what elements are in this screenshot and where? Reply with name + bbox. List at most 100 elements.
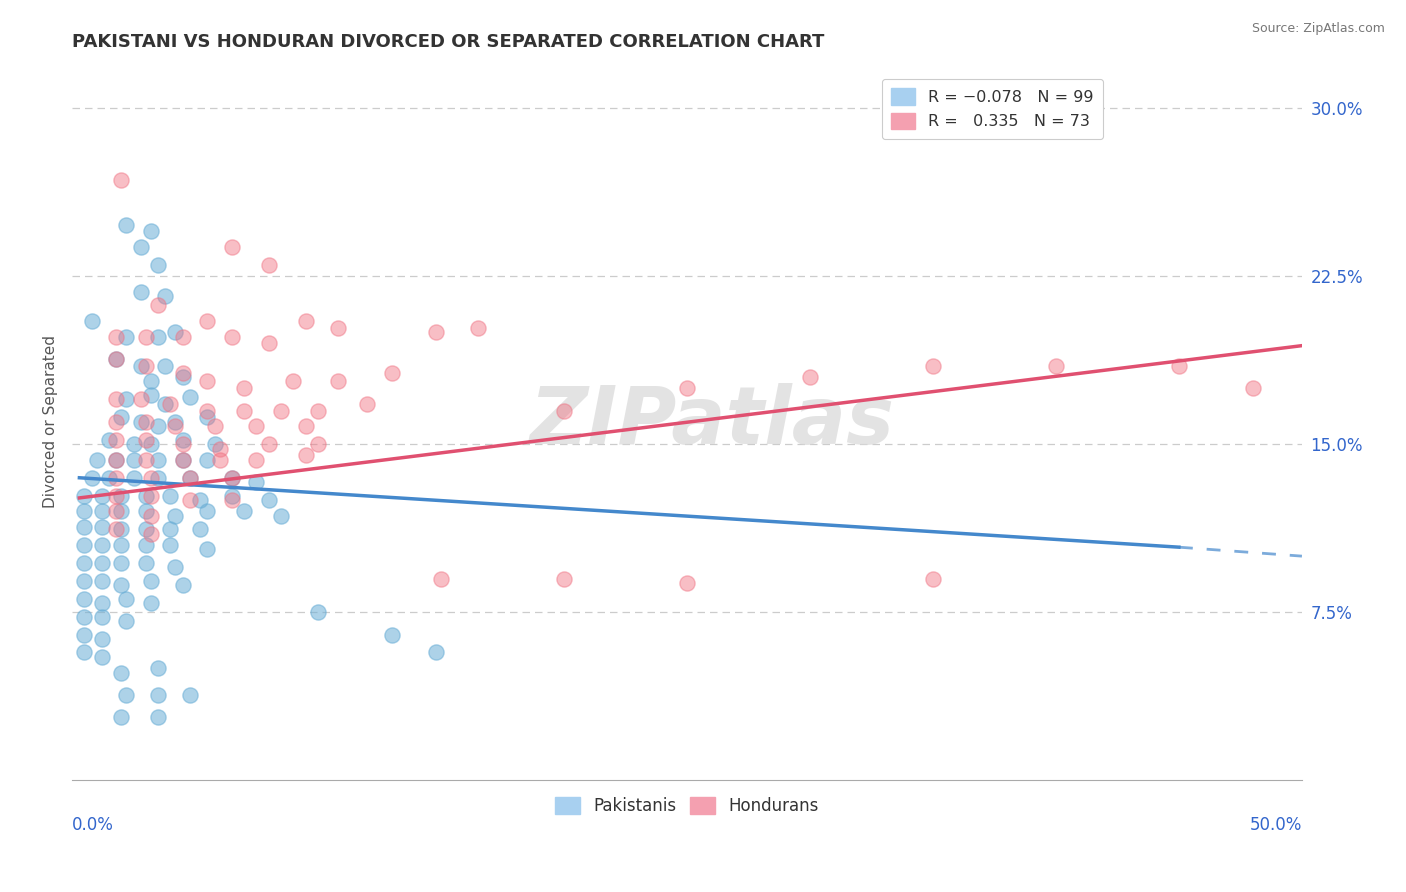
Point [307,403,329,417]
Point [90,596,112,610]
Point [73,591,96,606]
Point [1241,381,1264,395]
Point [188,493,211,508]
Point [135,556,157,570]
Point [172,437,194,451]
Point [553,403,575,417]
Point [1167,359,1189,373]
Point [245,419,267,434]
Point [73,556,96,570]
Point [165,560,187,574]
Point [307,437,329,451]
Point [195,314,218,328]
Point [115,218,138,232]
Point [110,538,132,552]
Point [139,526,162,541]
Point [430,572,453,586]
Point [165,419,187,434]
Point [221,471,243,485]
Point [1045,359,1067,373]
Point [195,403,218,417]
Point [146,419,169,434]
Point [799,370,821,384]
Point [139,574,162,588]
Point [90,609,112,624]
Point [139,437,162,451]
Point [165,415,187,429]
Point [159,538,181,552]
Point [155,359,177,373]
Point [105,392,128,407]
Point [257,493,280,508]
Point [326,375,349,389]
Point [122,471,145,485]
Point [110,522,132,536]
Point [195,410,218,425]
Point [172,433,194,447]
Point [179,390,201,404]
Point [73,574,96,588]
Point [165,508,187,523]
Point [105,471,128,485]
Point [110,556,132,570]
Point [294,449,316,463]
Point [90,504,112,518]
Point [105,415,128,429]
Point [110,504,132,518]
Point [467,320,489,334]
Point [86,453,108,467]
Point [115,392,138,407]
Point [245,475,267,490]
Point [110,489,132,503]
Point [294,419,316,434]
Point [221,329,243,343]
Point [139,388,162,402]
Point [146,688,169,702]
Point [110,173,132,187]
Text: ZIPatlas: ZIPatlas [529,383,894,461]
Point [139,508,162,523]
Point [257,336,280,351]
Point [172,366,194,380]
Point [155,289,177,303]
Point [80,471,103,485]
Point [115,688,138,702]
Point [105,329,128,343]
Point [139,596,162,610]
Point [90,632,112,646]
Point [115,591,138,606]
Point [221,493,243,508]
Point [165,325,187,339]
Point [73,520,96,534]
Point [146,471,169,485]
Point [179,493,201,508]
Point [179,471,201,485]
Point [105,433,128,447]
Point [135,522,157,536]
Point [139,375,162,389]
Point [208,453,231,467]
Point [135,538,157,552]
Point [73,538,96,552]
Point [270,403,292,417]
Point [105,489,128,503]
Point [195,542,218,557]
Point [307,605,329,619]
Point [110,410,132,425]
Point [172,370,194,384]
Y-axis label: Divorced or Separated: Divorced or Separated [44,335,58,508]
Point [172,453,194,467]
Point [90,538,112,552]
Point [73,609,96,624]
Point [676,381,699,395]
Point [425,325,447,339]
Point [135,489,157,503]
Point [922,359,945,373]
Point [146,258,169,272]
Point [110,665,132,680]
Point [257,437,280,451]
Point [172,329,194,343]
Point [73,627,96,641]
Point [122,453,145,467]
Point [135,453,157,467]
